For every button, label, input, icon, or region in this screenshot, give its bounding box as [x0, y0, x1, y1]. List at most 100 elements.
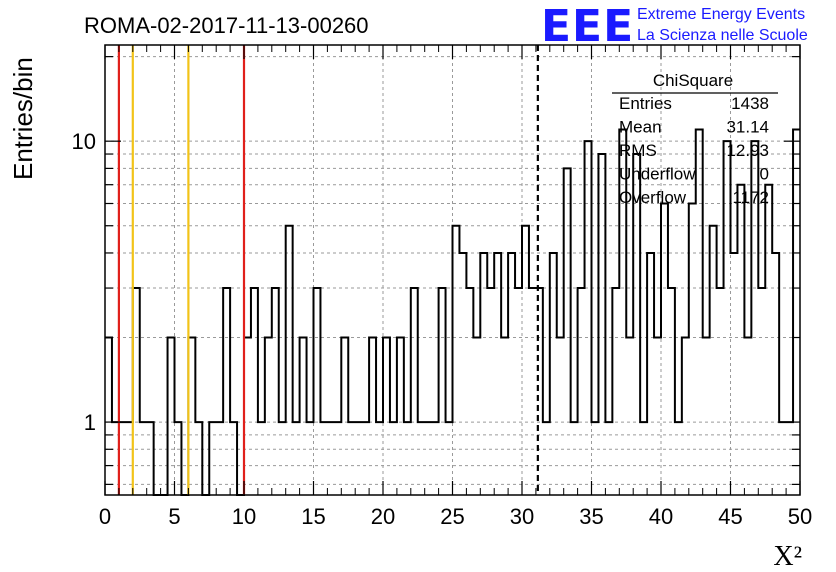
histogram-bin — [341, 338, 348, 495]
x-tick-label: 10 — [232, 504, 256, 529]
histogram-bin — [404, 422, 411, 495]
histogram-bin — [390, 422, 397, 495]
histogram-bin — [689, 203, 696, 495]
histogram-bin — [230, 422, 237, 495]
x-tick-label: 5 — [168, 504, 180, 529]
histogram-bin — [731, 253, 738, 495]
stats-row-label: Entries — [619, 94, 672, 113]
histogram-bin — [425, 422, 432, 495]
histogram-bin — [320, 422, 327, 495]
histogram-bin — [362, 422, 369, 495]
histogram-bin — [529, 288, 536, 495]
grid — [105, 45, 800, 495]
x-tick-labels: 0 5 10 15 20 25 30 35 40 45 50 — [99, 504, 812, 529]
histogram-bin — [647, 253, 654, 495]
histogram-bin — [355, 422, 362, 495]
stats-title: ChiSquare — [653, 71, 733, 90]
x-tick-label: 50 — [788, 504, 812, 529]
stats-row-value: 0 — [760, 165, 769, 184]
chart-title: ROMA-02-2017-11-13-00260 — [84, 13, 369, 38]
x-tick-label: 25 — [440, 504, 464, 529]
histogram-bin — [710, 226, 717, 495]
stats-row-label: RMS — [619, 141, 657, 160]
histogram-bin — [216, 422, 223, 495]
histogram-bin — [571, 422, 578, 495]
histogram-bin — [453, 226, 460, 495]
histogram-bin — [543, 422, 550, 495]
histogram-bin — [682, 338, 689, 495]
stats-row-value: 12.93 — [726, 141, 769, 160]
x-tick-label: 45 — [718, 504, 742, 529]
histogram-bin — [494, 253, 501, 495]
histogram-bin — [279, 422, 286, 495]
reference-lines — [117, 45, 539, 495]
histogram-outline — [105, 128, 800, 496]
histogram-bin — [314, 288, 321, 495]
histogram-bin — [105, 338, 112, 495]
histogram-bin — [175, 422, 182, 495]
stats-row-value: 1172 — [732, 188, 769, 207]
histogram-bin — [411, 288, 418, 495]
histogram-bin — [223, 288, 230, 495]
histogram-bin — [675, 422, 682, 495]
histogram-bin — [383, 338, 390, 495]
histogram-bin — [779, 422, 786, 495]
histogram-bin — [418, 422, 425, 495]
histogram-bin — [605, 422, 612, 495]
histogram-bin — [459, 253, 466, 495]
histogram-bin — [286, 226, 293, 495]
histogram-bin — [140, 422, 147, 495]
histogram-bin — [251, 288, 258, 495]
histogram-bin — [195, 422, 202, 495]
x-tick-label: 0 — [99, 504, 111, 529]
y-tick-labels: 1 10 — [72, 129, 96, 435]
x-tick-label: 30 — [510, 504, 534, 529]
histogram-bin — [147, 422, 154, 495]
stats-box: ChiSquare Entries 1438 Mean 31.14 RMS 12.93 Un… — [612, 71, 778, 207]
x-tick-label: 40 — [649, 504, 673, 529]
stats-row-label: Mean — [619, 118, 662, 137]
histogram-bin — [515, 288, 522, 495]
histogram-bin — [668, 288, 675, 495]
histogram-bars — [105, 128, 800, 496]
histogram-bin — [432, 422, 439, 495]
histogram-bin — [598, 154, 605, 495]
x-axis-label: X² — [773, 541, 802, 572]
stats-row-value: 1438 — [731, 94, 769, 113]
histogram-bin — [626, 338, 633, 495]
histogram-bin — [522, 226, 529, 495]
eee-logo: EEE Extreme Energy Events La Scienza nel… — [541, 1, 808, 52]
histogram-bin — [501, 338, 508, 495]
histogram-bin — [397, 338, 404, 495]
histogram-bin — [446, 422, 453, 495]
stats-rows: Entries 1438 Mean 31.14 RMS 12.93 Underflow 0 Ov… — [619, 94, 769, 207]
histogram-bin — [473, 338, 480, 495]
y-tick-label: 1 — [84, 410, 96, 435]
histogram-bin — [612, 288, 619, 495]
x-tick-label: 20 — [371, 504, 395, 529]
logo-mark: EEE — [541, 1, 634, 52]
histogram-bin — [487, 288, 494, 495]
stats-row-label: Underflow — [619, 165, 696, 184]
histogram-bin — [737, 185, 744, 495]
histogram-bin — [640, 422, 647, 495]
histogram-bin — [703, 338, 710, 495]
histogram-bin — [557, 338, 564, 495]
x-tick-label: 35 — [579, 504, 603, 529]
histogram-bin — [765, 185, 772, 495]
histogram-bin — [717, 288, 724, 495]
histogram-bin — [348, 422, 355, 495]
histogram-bin — [585, 141, 592, 495]
logo-line-2: La Scienza nelle Scuole — [637, 27, 808, 44]
x-tick-label: 15 — [301, 504, 325, 529]
histogram-bin — [376, 422, 383, 495]
histogram-bin — [293, 422, 300, 495]
histogram-bin — [592, 422, 599, 495]
stats-row-value: 31.14 — [726, 118, 769, 137]
histogram-bin — [744, 338, 751, 495]
histogram-bin — [578, 288, 585, 495]
histogram-bin — [272, 288, 279, 495]
histogram-bin — [550, 253, 557, 495]
histogram-bin — [168, 338, 175, 495]
